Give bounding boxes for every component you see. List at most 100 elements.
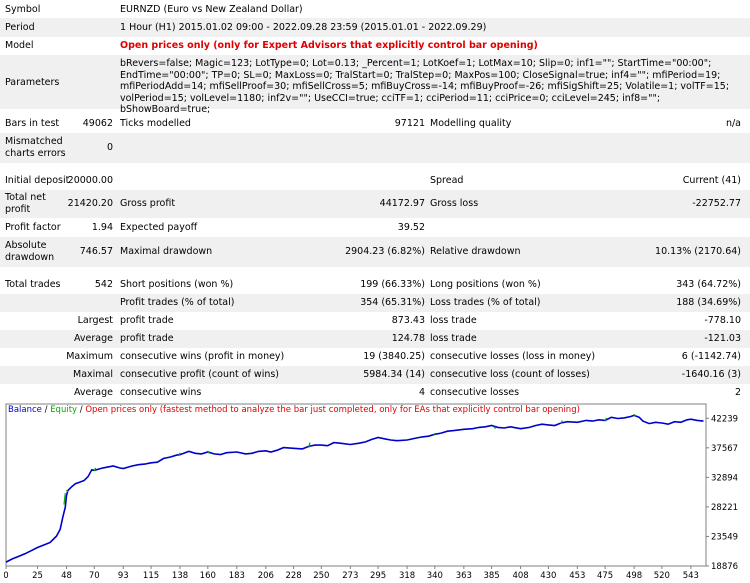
model-label: Model	[5, 40, 34, 51]
relative-drawdown-label: Relative drawdown	[430, 246, 521, 257]
average-profit-value: 124.78	[391, 333, 425, 344]
period-value: 1 Hour (H1) 2015.01.02 09:00 - 2022.09.2…	[120, 22, 487, 33]
y-tick-label: 32894	[711, 473, 738, 483]
quality-label: Modelling quality	[430, 118, 512, 129]
maximum-row: Maximum consecutive wins (profit in mone…	[0, 348, 750, 366]
bars-label: Bars in test	[5, 118, 60, 129]
symbol-row: Symbol EURNZD (Euro vs New Zealand Dolla…	[0, 0, 750, 18]
x-tick-label: 273	[342, 571, 358, 580]
mismatched-row: Mismatched charts errors 0	[0, 133, 750, 163]
x-tick-label: 363	[456, 571, 472, 580]
x-tick-label: 138	[172, 571, 188, 580]
average-label: Average	[73, 333, 113, 344]
equity-line	[633, 413, 636, 417]
parameters-row: Parameters bRevers=false; Magic=123; Lot…	[0, 55, 750, 115]
net-profit-row: Total net profit 21420.20 Gross profit 4…	[0, 190, 750, 218]
maximal-drawdown-label: Maximal drawdown	[120, 246, 213, 257]
profit-trades-label: Profit trades (% of total)	[120, 297, 235, 308]
quality-value: n/a	[725, 118, 741, 129]
legend-balance: Balance	[8, 405, 42, 415]
maximum-losses-value: 6 (-1142.74)	[681, 351, 741, 362]
average-losses-value: 2	[734, 387, 741, 398]
average-wins-label: consecutive wins	[120, 387, 202, 398]
expected-payoff-value: 39.52	[397, 222, 425, 233]
plot-area	[5, 403, 707, 567]
equity-line	[178, 452, 181, 457]
expected-payoff-label: Expected payoff	[120, 222, 198, 233]
x-tick-label: 453	[569, 571, 585, 580]
maximal-profit-label: consecutive profit (count of wins)	[120, 369, 280, 380]
x-tick-label: 498	[626, 571, 642, 580]
balance-line	[5, 414, 704, 563]
largest-loss-value: -778.10	[704, 315, 741, 326]
largest-profit-label: profit trade	[120, 315, 174, 326]
y-tick-label: 28221	[711, 503, 738, 513]
x-tick-label: 318	[399, 571, 415, 580]
maximum-wins-value: 19 (3840.25)	[363, 351, 425, 362]
average-loss-value: -121.03	[704, 333, 741, 344]
parameters-value: bRevers=false; Magic=123; LotType=0; Lot…	[120, 58, 730, 115]
equity-line	[433, 432, 436, 436]
loss-trades-label: Loss trades (% of total)	[430, 297, 541, 308]
total-trades-row: Total trades 542 Short positions (won %)…	[0, 275, 750, 294]
model-row: Model Open prices only (only for Expert …	[0, 37, 750, 55]
maximal-label: Maximal	[73, 369, 113, 380]
profit-trades-row: Profit trades (% of total) 354 (65.31%) …	[0, 294, 750, 312]
x-tick-label: 408	[512, 571, 528, 580]
deposit-value: 20000.00	[67, 175, 113, 186]
bars-value: 49062	[82, 118, 113, 129]
largest-label: Largest	[77, 315, 113, 326]
total-trades-label: Total trades	[5, 279, 61, 290]
equity-line	[560, 420, 563, 424]
long-positions-value: 343 (64.72%)	[676, 279, 741, 290]
symbol-value: EURNZD (Euro vs New Zealand Dollar)	[120, 4, 303, 15]
x-tick-label: 520	[654, 571, 670, 580]
y-tick-label: 18876	[711, 562, 738, 572]
maximal-row: Maximal consecutive profit (count of win…	[0, 366, 750, 384]
average-consecutive-row: Average consecutive wins 4 consecutive l…	[0, 384, 750, 402]
profit-factor-label: Profit factor	[5, 222, 61, 233]
equity-line	[63, 493, 66, 505]
largest-loss-label: loss trade	[430, 315, 477, 326]
ticks-label: Ticks modelled	[120, 118, 191, 129]
profit-factor-value: 1.94	[91, 222, 113, 233]
x-tick-label: 160	[200, 571, 216, 580]
average-consecutive-label: Average	[73, 387, 113, 398]
equity-line	[66, 489, 69, 493]
x-tick-label: 385	[483, 571, 499, 580]
mismatched-value: 0	[106, 142, 113, 153]
largest-row: Largest profit trade 873.43 loss trade -…	[0, 312, 750, 330]
maximal-loss-label: consecutive loss (count of losses)	[430, 369, 590, 380]
average-profit-label: profit trade	[120, 333, 174, 344]
x-tick-label: 25	[32, 571, 43, 580]
average-losses-label: consecutive losses	[430, 387, 520, 398]
x-tick-label: 250	[313, 571, 329, 580]
maximum-wins-label: consecutive wins (profit in money)	[120, 351, 285, 362]
equity-line	[93, 467, 97, 472]
x-tick-label: 48	[61, 571, 72, 580]
total-trades-value: 542	[94, 279, 113, 290]
period-label: Period	[5, 22, 35, 33]
legend-note: Open prices only (fastest method to anal…	[85, 405, 580, 415]
x-tick-label: 0	[4, 571, 9, 580]
x-tick-label: 340	[427, 571, 443, 580]
loss-trades-value: 188 (34.69%)	[676, 297, 741, 308]
equity-line	[493, 426, 496, 429]
largest-profit-value: 873.43	[391, 315, 425, 326]
balance-chart: 42239 37567 32894 28221 23549 18876 0 25 48 70 93 1…	[4, 402, 746, 580]
net-profit-value: 21420.20	[67, 198, 113, 209]
short-positions-value: 199 (66.33%)	[360, 279, 425, 290]
x-tick-label: 430	[540, 571, 556, 580]
legend-separator: /	[41, 405, 51, 415]
profit-trades-value: 354 (65.31%)	[360, 297, 425, 308]
average-row: Average profit trade 124.78 loss trade -…	[0, 330, 750, 348]
drawdown-row: Absolute drawdown 746.57 Maximal drawdow…	[0, 237, 750, 267]
deposit-label: Initial deposit	[5, 175, 70, 186]
gross-loss-label: Gross loss	[430, 198, 479, 209]
x-tick-label: 295	[370, 571, 386, 580]
y-tick-label: 23549	[711, 532, 738, 542]
x-tick-label: 70	[89, 571, 100, 580]
absolute-drawdown-label: Absolute drawdown	[5, 240, 55, 263]
x-tick-label: 475	[597, 571, 613, 580]
deposit-row: Initial deposit 20000.00 Spread Current …	[0, 171, 750, 190]
